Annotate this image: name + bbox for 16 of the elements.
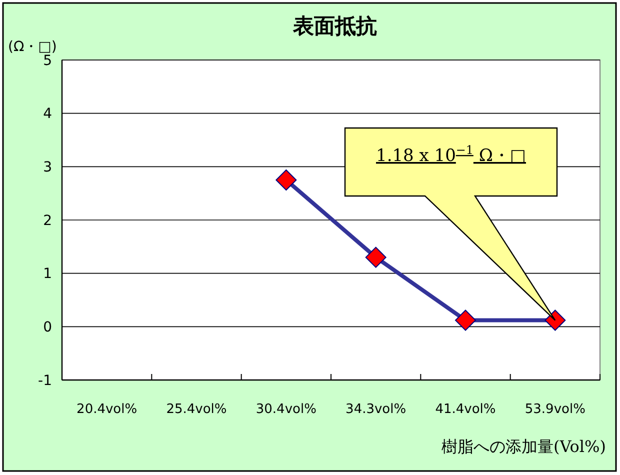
x-tick-label: 25.4vol% xyxy=(166,402,227,417)
y-axis-title: (Ω・□) xyxy=(8,39,57,55)
y-tick-label: 5 xyxy=(43,52,52,69)
x-tick-label: 20.4vol% xyxy=(76,402,138,417)
x-tick-label: 30.4vol% xyxy=(256,402,316,417)
y-tick-label: 1 xyxy=(43,266,52,282)
y-tick-label: 2 xyxy=(43,212,52,229)
x-tick-label: 53.9vol% xyxy=(524,402,586,417)
x-tick-label: 34.3vol% xyxy=(346,402,406,417)
y-tick-label: 4 xyxy=(43,106,52,122)
y-tick-label: 3 xyxy=(43,160,52,176)
y-tick-label: 0 xyxy=(43,320,52,336)
chart-title: 表面抵抗 xyxy=(292,14,377,38)
x-tick-label: 41.4vol% xyxy=(435,402,496,417)
x-axis-title: 樹脂への添加量(Vol%) xyxy=(441,437,606,456)
y-tick-label: -1 xyxy=(38,372,52,389)
